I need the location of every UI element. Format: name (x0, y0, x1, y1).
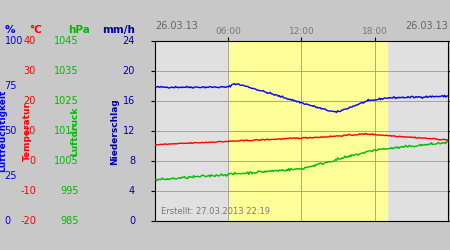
Text: Luftfeuchtigkeit: Luftfeuchtigkeit (0, 90, 7, 172)
Text: 30: 30 (24, 66, 36, 76)
Text: 1035: 1035 (54, 66, 79, 76)
Text: 8: 8 (129, 156, 135, 166)
Text: 1005: 1005 (54, 156, 79, 166)
Text: 995: 995 (60, 186, 79, 196)
Text: 25: 25 (4, 171, 17, 181)
Text: 1025: 1025 (54, 96, 79, 106)
Text: 20: 20 (122, 66, 135, 76)
Text: mm/h: mm/h (102, 25, 135, 35)
Text: 4: 4 (129, 186, 135, 196)
Text: Luftdruck: Luftdruck (70, 106, 79, 156)
Text: Temperatur: Temperatur (22, 102, 32, 161)
Text: 100: 100 (4, 36, 23, 46)
Text: 1045: 1045 (54, 36, 79, 46)
Text: 26.03.13: 26.03.13 (155, 21, 198, 31)
Text: °C: °C (30, 25, 42, 35)
Text: -10: -10 (20, 186, 36, 196)
Text: hPa: hPa (68, 25, 90, 35)
Text: 40: 40 (24, 36, 36, 46)
Text: %: % (4, 25, 15, 35)
Text: 12: 12 (122, 126, 135, 136)
Text: 24: 24 (122, 36, 135, 46)
Text: 1015: 1015 (54, 126, 79, 136)
Text: 0: 0 (129, 216, 135, 226)
Text: Niederschlag: Niederschlag (110, 98, 119, 164)
Text: 26.03.13: 26.03.13 (405, 21, 448, 31)
Text: 20: 20 (23, 96, 36, 106)
Text: 0: 0 (30, 156, 36, 166)
Text: 75: 75 (4, 81, 17, 91)
Text: 10: 10 (24, 126, 36, 136)
Text: 985: 985 (60, 216, 79, 226)
Bar (228, 41, 387, 221)
Text: 16: 16 (123, 96, 135, 106)
Text: 0: 0 (4, 216, 11, 226)
Text: Erstellt: 27.03.2013 22:19: Erstellt: 27.03.2013 22:19 (161, 207, 270, 216)
Text: 50: 50 (4, 126, 17, 136)
Text: -20: -20 (20, 216, 36, 226)
